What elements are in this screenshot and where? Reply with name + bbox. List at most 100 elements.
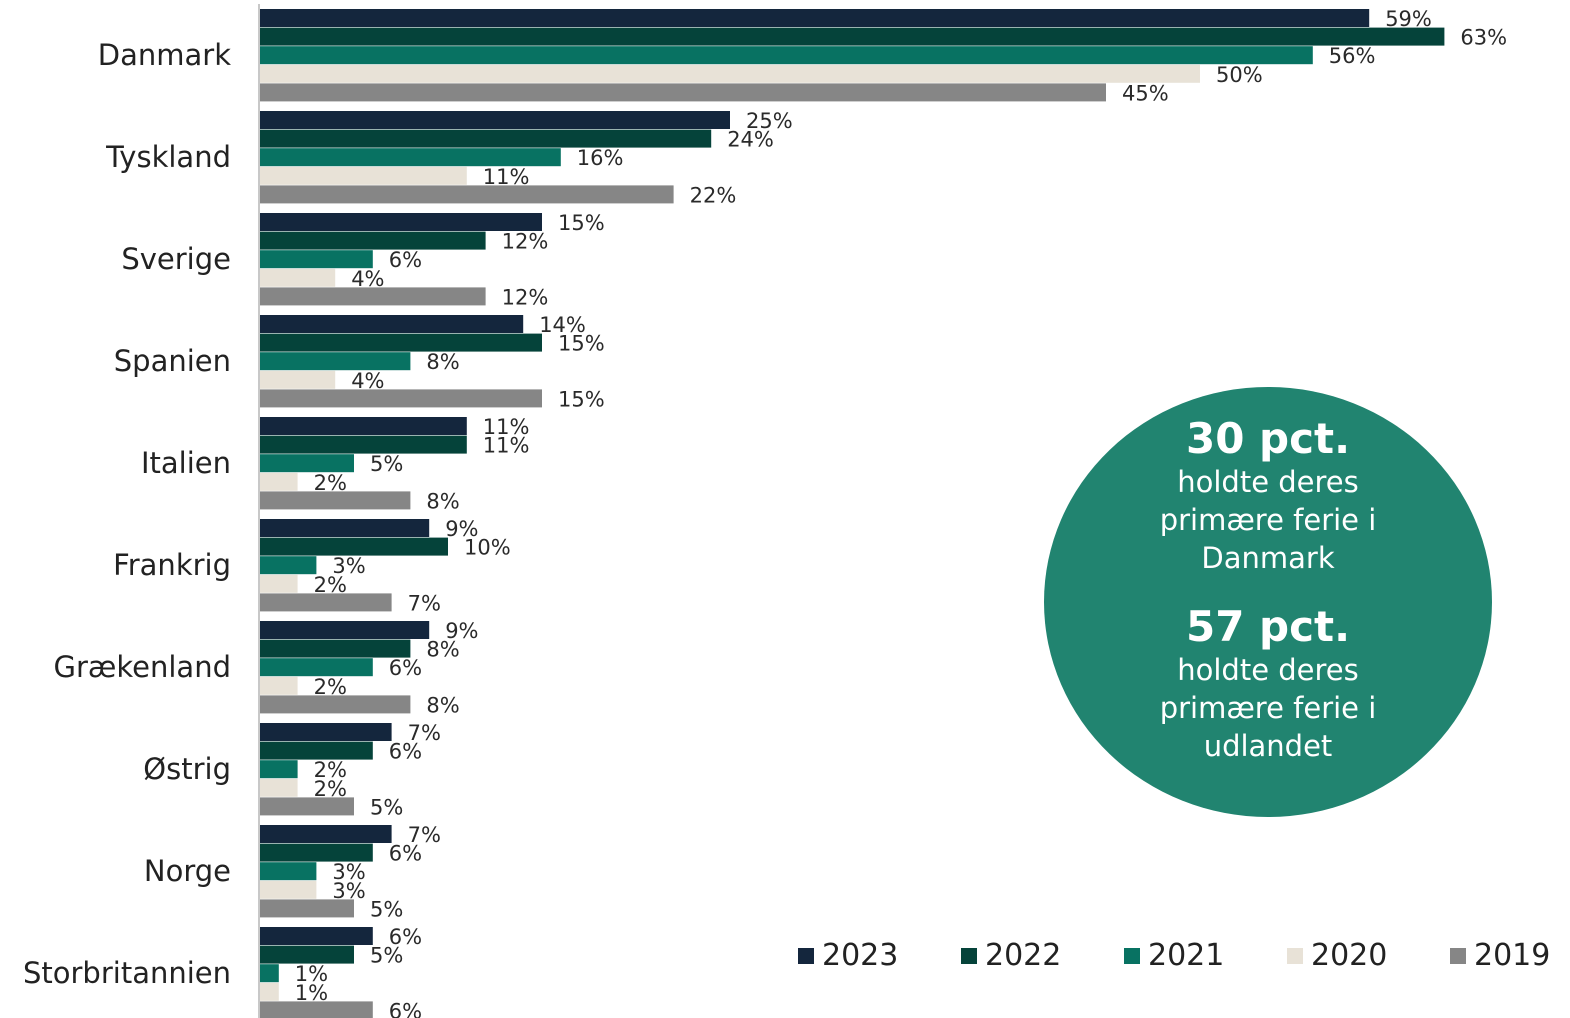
- bar-2022: [260, 843, 373, 862]
- value-label: 11%: [483, 415, 530, 439]
- bar-2019: [260, 593, 392, 612]
- value-label: 4%: [351, 267, 384, 291]
- value-label: 45%: [1122, 81, 1169, 105]
- value-label: 5%: [370, 944, 403, 968]
- bar-2019: [260, 1001, 373, 1018]
- bar-2020: [260, 268, 336, 287]
- bar-2022: [260, 435, 467, 454]
- bar-2023: [260, 417, 467, 435]
- value-label: 8%: [426, 638, 459, 662]
- bar-2022: [260, 333, 542, 352]
- value-label: 6%: [389, 248, 422, 272]
- value-label: 12%: [502, 230, 549, 254]
- legend-swatch: [961, 947, 977, 964]
- value-label: 6%: [389, 656, 422, 680]
- bar-2020: [260, 64, 1200, 83]
- value-label: 2%: [314, 675, 347, 699]
- value-label: 3%: [332, 860, 365, 884]
- callout-stat-denmark-text: holdte deres primære ferie i Danmark: [1159, 465, 1377, 575]
- legend-item: 2022: [961, 938, 1124, 973]
- callout-stat-abroad-text: holdte deres primære ferie i udlandet: [1159, 653, 1377, 763]
- value-label: 1%: [295, 981, 328, 1005]
- value-label: 2%: [314, 758, 347, 782]
- bar-2020: [260, 370, 336, 389]
- value-label: 8%: [426, 350, 459, 374]
- legend-swatch: [1124, 947, 1140, 964]
- bar-2019: [260, 899, 354, 918]
- value-label: 16%: [577, 146, 624, 170]
- bar-2019: [260, 185, 674, 204]
- value-label: 11%: [483, 165, 530, 189]
- value-label: 6%: [389, 842, 422, 866]
- legend-item: 2020: [1287, 938, 1450, 973]
- bar-2020: [260, 778, 298, 797]
- bar-2021: [260, 760, 298, 779]
- value-label: 12%: [502, 285, 549, 309]
- bar-2021: [260, 454, 354, 473]
- bar-2021: [260, 46, 1313, 65]
- bar-2023: [260, 213, 542, 231]
- value-label: 14%: [539, 313, 586, 337]
- bar-2021: [260, 352, 411, 371]
- bar-2020: [260, 982, 279, 1001]
- bar-2023: [260, 111, 730, 129]
- bar-2020: [260, 880, 317, 899]
- value-label: 6%: [389, 999, 422, 1018]
- value-label: 50%: [1216, 63, 1263, 87]
- bar-2022: [260, 231, 486, 250]
- value-label: 3%: [332, 554, 365, 578]
- value-label: 1%: [295, 962, 328, 986]
- value-label: 7%: [408, 591, 441, 615]
- value-label: 22%: [690, 183, 737, 207]
- bar-2023: [260, 825, 392, 843]
- bar-2021: [260, 250, 373, 269]
- legend-label: 2021: [1148, 938, 1225, 973]
- category-label: Danmark: [98, 38, 231, 72]
- bar-2022: [260, 741, 373, 760]
- value-label: 7%: [408, 823, 441, 847]
- value-label: 11%: [483, 434, 530, 458]
- bar-2022: [260, 639, 411, 658]
- category-label: Norge: [144, 854, 231, 888]
- value-label: 8%: [426, 693, 459, 717]
- bar-2022: [260, 945, 354, 964]
- value-label: 5%: [370, 795, 403, 819]
- legend-swatch: [1287, 947, 1303, 964]
- value-label: 15%: [558, 387, 605, 411]
- value-label: 3%: [332, 879, 365, 903]
- bar-2022: [260, 537, 448, 556]
- bar-2023: [260, 723, 392, 741]
- legend-item: 2021: [1124, 938, 1287, 973]
- bar-2023: [260, 519, 430, 537]
- bar-2020: [260, 166, 467, 185]
- bar-2023: [260, 315, 524, 333]
- legend-label: 2023: [822, 938, 899, 973]
- value-label: 5%: [370, 452, 403, 476]
- value-label: 63%: [1460, 26, 1507, 50]
- bar-2019: [260, 287, 486, 306]
- value-label: 2%: [314, 573, 347, 597]
- value-label: 10%: [464, 536, 511, 560]
- bar-2021: [260, 148, 561, 167]
- bar-2019: [260, 797, 354, 816]
- summary-callout-circle: 30 pct. holdte deres primære ferie i Dan…: [1044, 387, 1492, 817]
- value-label: 9%: [445, 619, 478, 643]
- category-label: Storbritannien: [23, 956, 231, 990]
- value-label: 4%: [351, 369, 384, 393]
- bar-2019: [260, 491, 411, 510]
- value-label: 24%: [727, 128, 774, 152]
- category-label: Frankrig: [113, 548, 231, 582]
- bar-2020: [260, 574, 298, 593]
- legend-label: 2020: [1311, 938, 1388, 973]
- category-label: Spanien: [114, 344, 231, 378]
- bar-2019: [260, 389, 542, 408]
- value-label: 25%: [746, 109, 793, 133]
- bar-2020: [260, 472, 298, 491]
- legend-swatch: [1450, 947, 1466, 964]
- bar-2023: [260, 927, 373, 945]
- category-label: Italien: [141, 446, 231, 480]
- bar-2019: [260, 83, 1106, 102]
- bar-2023: [260, 9, 1370, 27]
- bar-2021: [260, 556, 317, 575]
